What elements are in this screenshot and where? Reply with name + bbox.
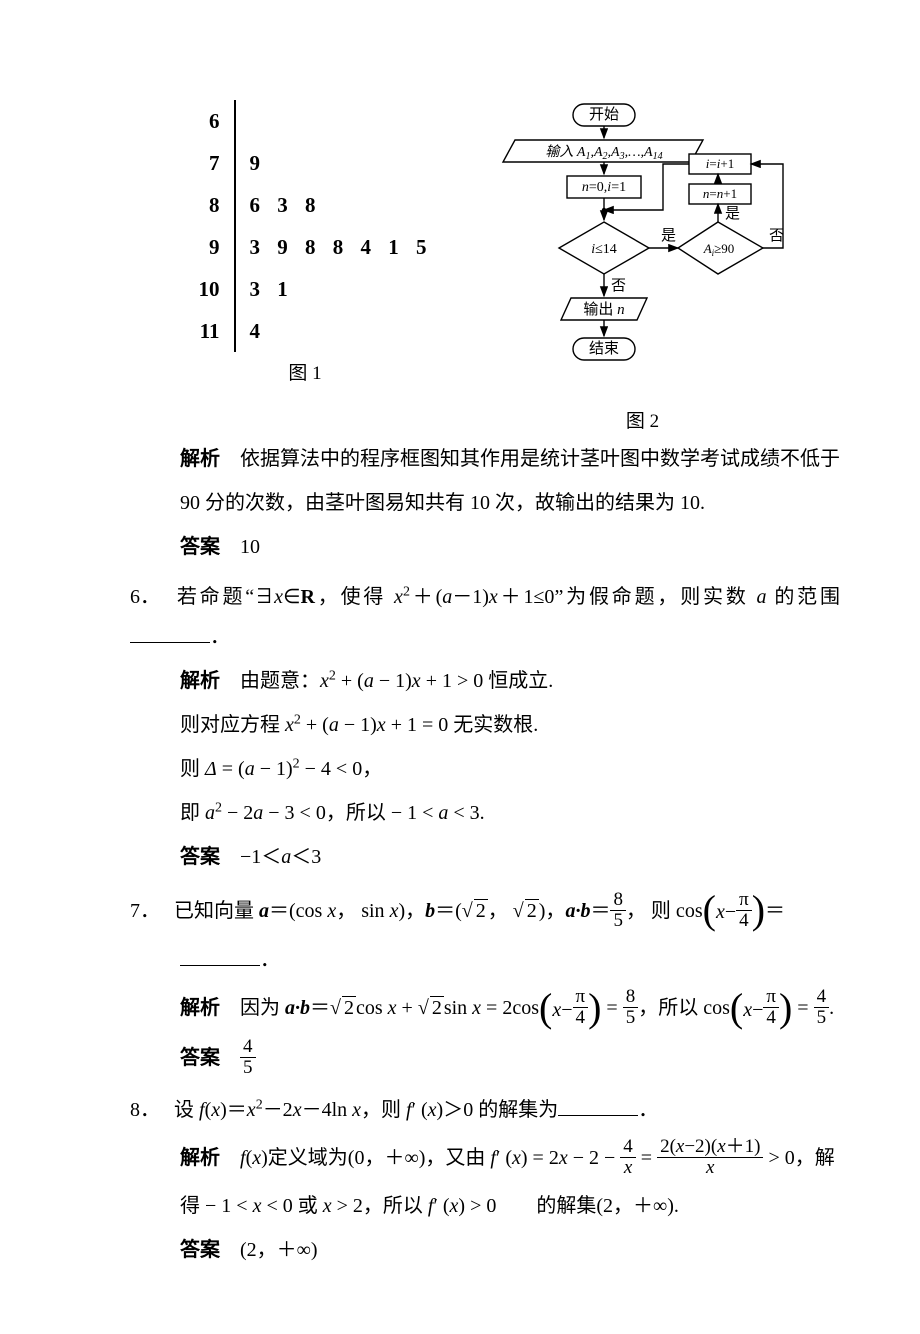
- p6-answer: 答案 −1＜a＜3: [180, 837, 840, 877]
- text: 依据算法中的程序框图知其作用是统计茎叶图中数学考试成绩不低于: [240, 448, 840, 470]
- svg-text:否: 否: [611, 278, 626, 294]
- svg-text:Ai≥90: Ai≥90: [702, 241, 734, 258]
- stem: 9: [178, 226, 235, 268]
- p6-l1: 解析 由题意：x2 + (a − 1)x + 1 > 0 恒成立.: [180, 661, 840, 701]
- figure-2-label: 图 2: [493, 406, 793, 433]
- stem: 11: [178, 310, 235, 352]
- leaf: 6 3 8: [235, 184, 433, 226]
- leaf: 3 1: [235, 268, 433, 310]
- svg-text:否: 否: [769, 228, 784, 244]
- p6-l3: 则 Δ = (a − 1)2 − 4 < 0，: [180, 749, 840, 789]
- flow-start: 开始: [588, 106, 618, 123]
- stem-leaf-figure: 6 79 86 3 8 93 9 8 8 4 1 5 103 1 114 图 1: [178, 100, 433, 385]
- leaf: 9: [235, 142, 433, 184]
- answer-blank: [558, 1097, 638, 1116]
- svg-text:结束: 结束: [588, 340, 618, 357]
- p8-answer: 答案 (2，＋∞): [180, 1230, 840, 1270]
- jiexi-label: 解析: [180, 448, 220, 470]
- p7-answer: 答案 45: [180, 1038, 840, 1080]
- q-num: 8．: [130, 1090, 174, 1130]
- answer-value: (2，＋∞): [240, 1239, 318, 1261]
- leaf: 3 9 8 8 4 1 5: [235, 226, 433, 268]
- p7-blank: ．: [180, 940, 840, 980]
- stem-leaf-plot: 6 79 86 3 8 93 9 8 8 4 1 5 103 1 114: [178, 100, 433, 352]
- q-num: 7．: [130, 887, 174, 935]
- page: 6 79 86 3 8 93 9 8 8 4 1 5 103 1 114 图 1: [0, 0, 920, 1334]
- answer-blank: [130, 624, 210, 643]
- daan-label: 答案: [180, 536, 220, 558]
- p8-l1: 解析 f(x)定义域为(0，＋∞)，又由 f′ (x) = 2x − 2 − 4…: [180, 1134, 840, 1182]
- answer-value: 45: [240, 1037, 256, 1078]
- stem: 10: [178, 268, 235, 310]
- answer-blank: [180, 947, 260, 966]
- svg-text:n=0,i=1: n=0,i=1: [581, 180, 625, 195]
- answer-value: 10: [240, 536, 260, 558]
- answer-value: −1＜a＜3: [240, 846, 321, 868]
- svg-text:n=n+1: n=n+1: [702, 186, 736, 201]
- problem-6: 6．若命题“∃x∈R，使得 x2＋(a－1)x＋1≤0”为假命题，则实数 a 的…: [130, 577, 840, 657]
- svg-text:输出 n: 输出 n: [583, 301, 624, 318]
- stem: 6: [178, 100, 235, 142]
- svg-text:i=i+1: i=i+1: [705, 156, 733, 171]
- figure-row: 6 79 86 3 8 93 9 8 8 4 1 5 103 1 114 图 1: [130, 100, 840, 433]
- problem-8: 8．设 f(x)＝x2－2x－4ln x，则 f′ (x)＞0 的解集为．: [130, 1090, 840, 1130]
- q-num: 6．: [130, 577, 174, 617]
- stem: 7: [178, 142, 235, 184]
- problem-7: 7．已知向量 a＝(cos x， sin x)，b＝(2， 2)，a·b＝85，…: [130, 887, 840, 936]
- flowchart: 开始 输入 A1,A2,A3,…,A14 n=0,i=1 i≤14 是 否: [493, 100, 793, 400]
- p5-jiexi: 解析 依据算法中的程序框图知其作用是统计茎叶图中数学考试成绩不低于: [180, 439, 840, 479]
- leaf: 4: [235, 310, 433, 352]
- svg-text:是: 是: [661, 228, 676, 244]
- p5-answer: 答案 10: [180, 527, 840, 567]
- stem: 8: [178, 184, 235, 226]
- flowchart-figure: 开始 输入 A1,A2,A3,…,A14 n=0,i=1 i≤14 是 否: [493, 100, 793, 433]
- p6-l4: 即 a2 − 2a − 3 < 0，所以 − 1 < a < 3.: [180, 793, 840, 833]
- p5-jiexi-2: 90 分的次数，由茎叶图易知共有 10 次，故输出的结果为 10.: [180, 483, 840, 523]
- svg-text:i≤14: i≤14: [591, 242, 617, 257]
- p8-l2: 得 − 1 < x < 0 或 x > 2，所以 f′ (x) > 0 的解集(…: [180, 1186, 840, 1226]
- svg-text:是: 是: [725, 206, 740, 222]
- leaf: [235, 100, 433, 142]
- p7-jiexi: 解析 因为 a·b＝2cos x + 2sin x = 2cos(x−π4) =…: [180, 984, 840, 1033]
- p6-l2: 则对应方程 x2 + (a − 1)x + 1 = 0 无实数根.: [180, 705, 840, 745]
- figure-1-label: 图 1: [178, 358, 433, 385]
